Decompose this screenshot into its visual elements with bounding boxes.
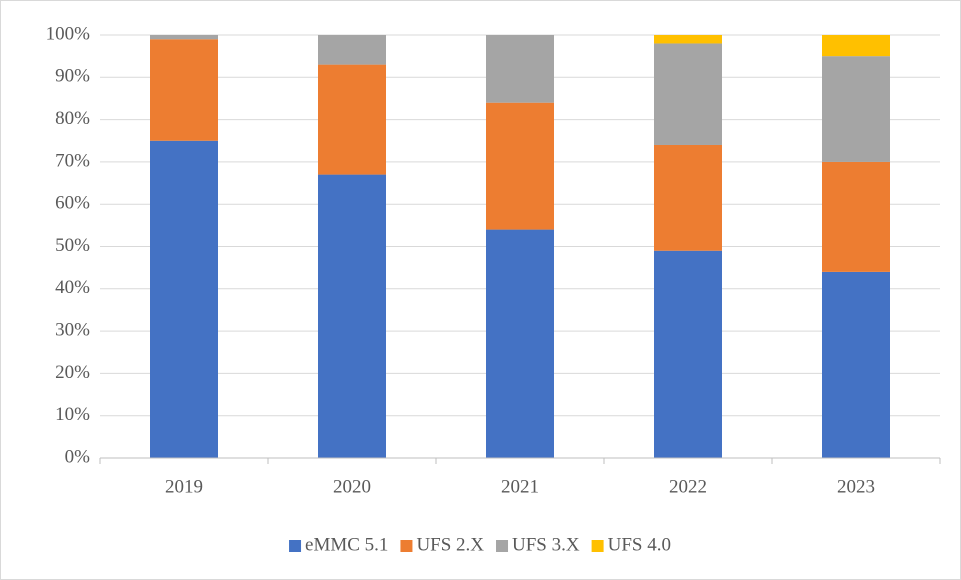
bar-segment (150, 140, 218, 458)
legend-label: eMMC 5.1 (305, 534, 388, 555)
y-tick-label: 40% (55, 277, 90, 298)
bar-segment (654, 250, 722, 458)
y-tick-label: 0% (65, 446, 91, 467)
bar-segment (150, 35, 218, 40)
bar-segment (822, 35, 890, 57)
bar-segment (318, 35, 386, 65)
bar-segment (318, 64, 386, 175)
bar-segment (654, 43, 722, 145)
y-tick-label: 60% (55, 193, 90, 214)
bar-segment (654, 144, 722, 251)
y-tick-label: 80% (55, 108, 90, 129)
y-tick-label: 90% (55, 66, 90, 87)
legend-swatch (591, 540, 604, 552)
legend-swatch (496, 540, 509, 552)
bar-segment (318, 174, 386, 458)
x-tick-label: 2023 (837, 476, 875, 497)
x-tick-label: 2022 (669, 476, 707, 497)
legend-label: UFS 3.X (512, 534, 580, 555)
y-tick-label: 50% (55, 235, 90, 256)
y-tick-label: 100% (46, 23, 91, 44)
bar-segment (822, 56, 890, 162)
y-tick-label: 20% (55, 362, 90, 383)
bar-segment (486, 35, 554, 103)
legend-label: UFS 4.0 (608, 534, 671, 555)
bar-segment (654, 35, 722, 44)
bar-segment (150, 39, 218, 141)
x-tick-label: 2019 (165, 476, 203, 497)
x-tick-label: 2021 (501, 476, 539, 497)
y-tick-label: 10% (55, 404, 90, 425)
legend-label: UFS 2.X (416, 534, 484, 555)
legend-swatch (400, 540, 413, 552)
legend-swatch (289, 540, 302, 552)
y-tick-label: 30% (55, 319, 90, 340)
legend: eMMC 5.1 UFS 2.X UFS 3.X UFS 4.0 (289, 534, 671, 555)
x-tick-label: 2020 (333, 476, 371, 497)
bar-segment (486, 102, 554, 230)
bar-segment (822, 161, 890, 272)
bar-segment (822, 271, 890, 458)
y-tick-label: 70% (55, 150, 90, 171)
bar-segment (486, 229, 554, 458)
